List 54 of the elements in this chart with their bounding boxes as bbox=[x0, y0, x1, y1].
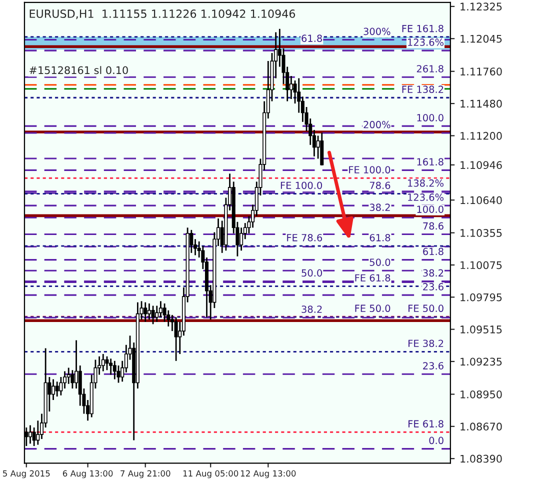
annotation: #15128161 sl 0.10 bbox=[30, 66, 128, 74]
annotation: FE 161.8 bbox=[402, 24, 444, 32]
annotation: 50.0 bbox=[370, 258, 390, 266]
annotation: FE 138.2 bbox=[402, 86, 444, 94]
annotation: 61.8 bbox=[423, 248, 444, 256]
y-tick-label: 1.09795 bbox=[460, 293, 502, 302]
annotation: FE 50.0 bbox=[355, 304, 390, 312]
y-tick-label: 1.08390 bbox=[460, 454, 502, 463]
annotation: FE 78.6 bbox=[287, 234, 322, 242]
annotation: 138.2% bbox=[408, 179, 444, 187]
y-tick-label: 1.10355 bbox=[460, 229, 502, 237]
annotation: 78.6 bbox=[423, 222, 444, 230]
annotation: 38.2 bbox=[302, 306, 322, 313]
x-tick-label: 6 Aug 13:00 bbox=[62, 470, 113, 478]
text: EURUSD,H1 1.11155 1.11226 1.10942 1.10946 bbox=[30, 10, 296, 20]
y-tick-label: 1.11480 bbox=[460, 100, 502, 108]
annotation: 61.8 bbox=[302, 34, 322, 42]
annotation: 50.0 bbox=[302, 269, 322, 277]
y-tick-label: 1.09235 bbox=[460, 358, 502, 366]
x-tick-label: 12 Aug 13:00 bbox=[240, 470, 296, 478]
annotation: 38.2 bbox=[423, 269, 444, 277]
annotation: 200% bbox=[364, 120, 390, 128]
annotation: 0.0 bbox=[429, 436, 444, 444]
x-tick-label: 7 Aug 21:00 bbox=[120, 470, 170, 478]
annotation: 300% bbox=[364, 28, 390, 36]
y-tick-label: 1.12045 bbox=[460, 34, 502, 43]
annotation: 78.6 bbox=[370, 182, 390, 190]
y-tick-label: 1.08950 bbox=[460, 390, 502, 398]
annotation: 161.8 bbox=[417, 158, 444, 166]
annotation: 61.8 bbox=[370, 234, 390, 242]
y-tick-label: 1.10946 bbox=[460, 161, 502, 169]
y-tick-label: 1.09515 bbox=[460, 326, 502, 334]
annotation: 38.2 bbox=[370, 204, 390, 212]
annotation: 123.6% bbox=[408, 194, 444, 201]
y-tick-label: 1.08670 bbox=[460, 422, 502, 431]
annotation: 100.0 bbox=[417, 114, 444, 122]
annotation: FE 61.8 bbox=[408, 420, 444, 428]
annotation: FE 100.0 bbox=[280, 182, 322, 190]
y-tick-label: 1.10640 bbox=[460, 196, 502, 204]
annotation: FE 38.2 bbox=[408, 340, 444, 348]
x-tick-label: 11 Aug 05:00 bbox=[183, 470, 238, 478]
annotation: 261.8 bbox=[416, 65, 444, 72]
x-tick-label: 5 Aug 2015 bbox=[3, 470, 50, 478]
annotation: 123.6% bbox=[408, 38, 444, 46]
y-tick-label: 1.11760 bbox=[460, 68, 502, 76]
y-tick-label: 1.11200 bbox=[460, 132, 502, 140]
annotation: 23.6 bbox=[423, 283, 444, 290]
annotation: 100.0 bbox=[417, 206, 444, 213]
annotation: FE 61.8 bbox=[355, 274, 390, 282]
annotation: FE 100.0 bbox=[349, 166, 390, 174]
y-tick-label: 1.12325 bbox=[460, 2, 502, 11]
y-tick-label: 1.10075 bbox=[460, 261, 502, 270]
annotation: FE 50.0 bbox=[408, 304, 444, 312]
annotation: 23.6 bbox=[423, 362, 444, 370]
